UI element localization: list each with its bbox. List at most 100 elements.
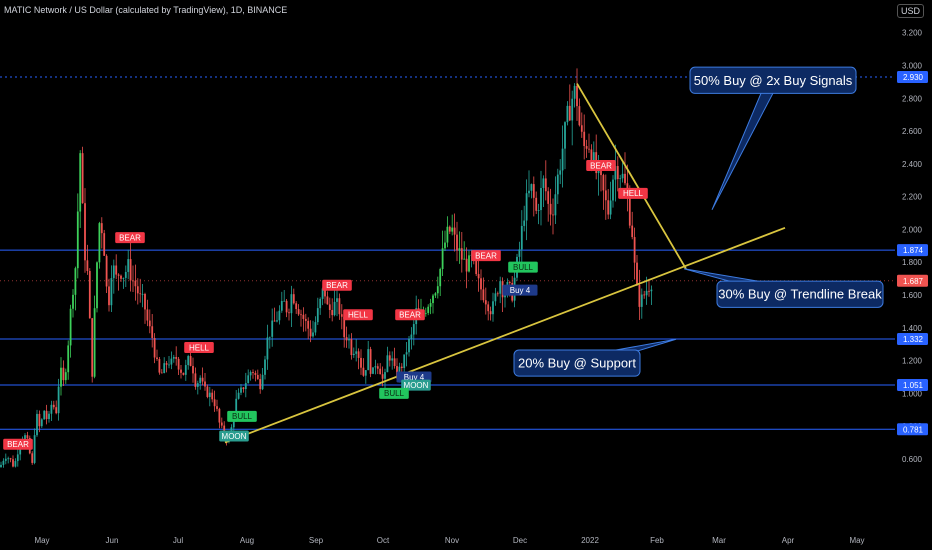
candle bbox=[410, 327, 413, 350]
candle bbox=[180, 365, 182, 379]
annotation-callouts[interactable]: 50% Buy @ 2x Buy Signals 30% Buy @ Trendl… bbox=[513, 66, 884, 377]
candle-body bbox=[2, 460, 5, 465]
candle-body bbox=[487, 304, 490, 312]
callout-2: 20% Buy @ Support bbox=[513, 338, 677, 377]
candle-body bbox=[148, 320, 151, 327]
candle bbox=[612, 175, 614, 208]
candle-body bbox=[576, 85, 578, 107]
candle-body bbox=[72, 294, 74, 309]
candle bbox=[31, 451, 34, 465]
callout-text: 30% Buy @ Trendline Break bbox=[718, 287, 882, 302]
candle-body bbox=[645, 290, 648, 296]
currency-button[interactable]: USD bbox=[896, 4, 924, 18]
y-tick-label: 3.200 bbox=[902, 29, 923, 38]
callout-box bbox=[689, 66, 857, 94]
candle bbox=[364, 369, 367, 384]
candle bbox=[520, 210, 523, 263]
candle bbox=[542, 175, 545, 207]
y-tick-label: 2.600 bbox=[902, 127, 923, 136]
candle-body bbox=[297, 309, 300, 315]
candle-body bbox=[300, 314, 302, 316]
candle-body bbox=[631, 225, 634, 238]
candle bbox=[165, 361, 168, 373]
candle bbox=[76, 193, 79, 279]
candle bbox=[9, 457, 12, 463]
candle-body bbox=[316, 308, 319, 323]
candle bbox=[326, 291, 329, 305]
candle-body bbox=[153, 337, 156, 358]
candle-body bbox=[254, 372, 257, 376]
signal-tag: Buy 4 bbox=[502, 284, 538, 296]
candle bbox=[367, 340, 370, 371]
candle-body bbox=[535, 197, 538, 211]
candle bbox=[96, 261, 98, 313]
candle-body bbox=[448, 226, 451, 232]
candle-body bbox=[475, 260, 478, 275]
candle-body bbox=[7, 458, 10, 460]
price-labels: 2.930 1.874 1.687 1.332 1.051 0.781 bbox=[897, 71, 928, 436]
candle-body bbox=[268, 336, 271, 338]
candle-body bbox=[580, 125, 583, 132]
candle bbox=[36, 409, 38, 437]
candle-body bbox=[252, 372, 254, 373]
signal-label: HELL bbox=[623, 189, 644, 198]
trendlines[interactable] bbox=[224, 83, 786, 444]
candle-body bbox=[434, 293, 437, 296]
y-tick-label: 1.000 bbox=[902, 389, 923, 398]
horizontal-levels bbox=[0, 76, 895, 430]
price-label-bg bbox=[897, 71, 928, 83]
signal-tag-bg bbox=[379, 387, 409, 399]
candle bbox=[448, 225, 451, 235]
candle-body bbox=[564, 122, 566, 149]
candle bbox=[530, 183, 533, 199]
candle-body bbox=[52, 404, 55, 408]
candle bbox=[460, 231, 463, 273]
candle-body bbox=[57, 386, 60, 414]
candle-body bbox=[540, 188, 542, 211]
candle-body bbox=[132, 280, 134, 282]
candle bbox=[633, 227, 636, 280]
candle-body bbox=[451, 227, 454, 232]
candle-body bbox=[544, 178, 547, 192]
candle-body bbox=[537, 210, 540, 211]
candle-body bbox=[36, 413, 38, 436]
candle-body bbox=[55, 407, 58, 414]
candle bbox=[151, 314, 154, 348]
candle-body bbox=[218, 408, 221, 423]
candle bbox=[175, 346, 178, 366]
candle bbox=[338, 293, 341, 320]
candle bbox=[117, 273, 120, 291]
price-label-bg bbox=[897, 244, 928, 257]
candle bbox=[50, 400, 53, 421]
candle bbox=[616, 156, 619, 192]
candle-body bbox=[38, 413, 41, 427]
candle-body bbox=[340, 314, 343, 317]
candle bbox=[444, 230, 446, 251]
candle bbox=[7, 456, 10, 464]
signal-tag: MOON bbox=[401, 379, 431, 391]
candle-body bbox=[129, 259, 132, 281]
price-label-bg bbox=[897, 332, 928, 345]
candle-body bbox=[528, 190, 530, 194]
candle-body bbox=[427, 306, 430, 313]
candle bbox=[62, 360, 65, 387]
candle-body bbox=[120, 275, 122, 279]
candle bbox=[535, 191, 538, 215]
candle-body bbox=[628, 198, 631, 226]
candle bbox=[170, 351, 173, 370]
candle-body bbox=[208, 392, 211, 397]
candle-body bbox=[105, 255, 108, 287]
candle-body bbox=[578, 106, 581, 126]
candle bbox=[571, 90, 574, 146]
candle-body bbox=[568, 105, 571, 121]
x-axis[interactable]: May Jun Jul Aug Sep Oct Nov Dec 2022 Feb Mar Apr May bbox=[34, 536, 864, 545]
candle-body bbox=[458, 248, 461, 251]
candle-body bbox=[295, 303, 298, 310]
candle bbox=[247, 369, 250, 384]
candle-body bbox=[172, 357, 175, 359]
candle-body bbox=[256, 375, 259, 379]
candle-body bbox=[446, 226, 449, 243]
candle bbox=[242, 386, 245, 393]
candle bbox=[552, 198, 554, 235]
